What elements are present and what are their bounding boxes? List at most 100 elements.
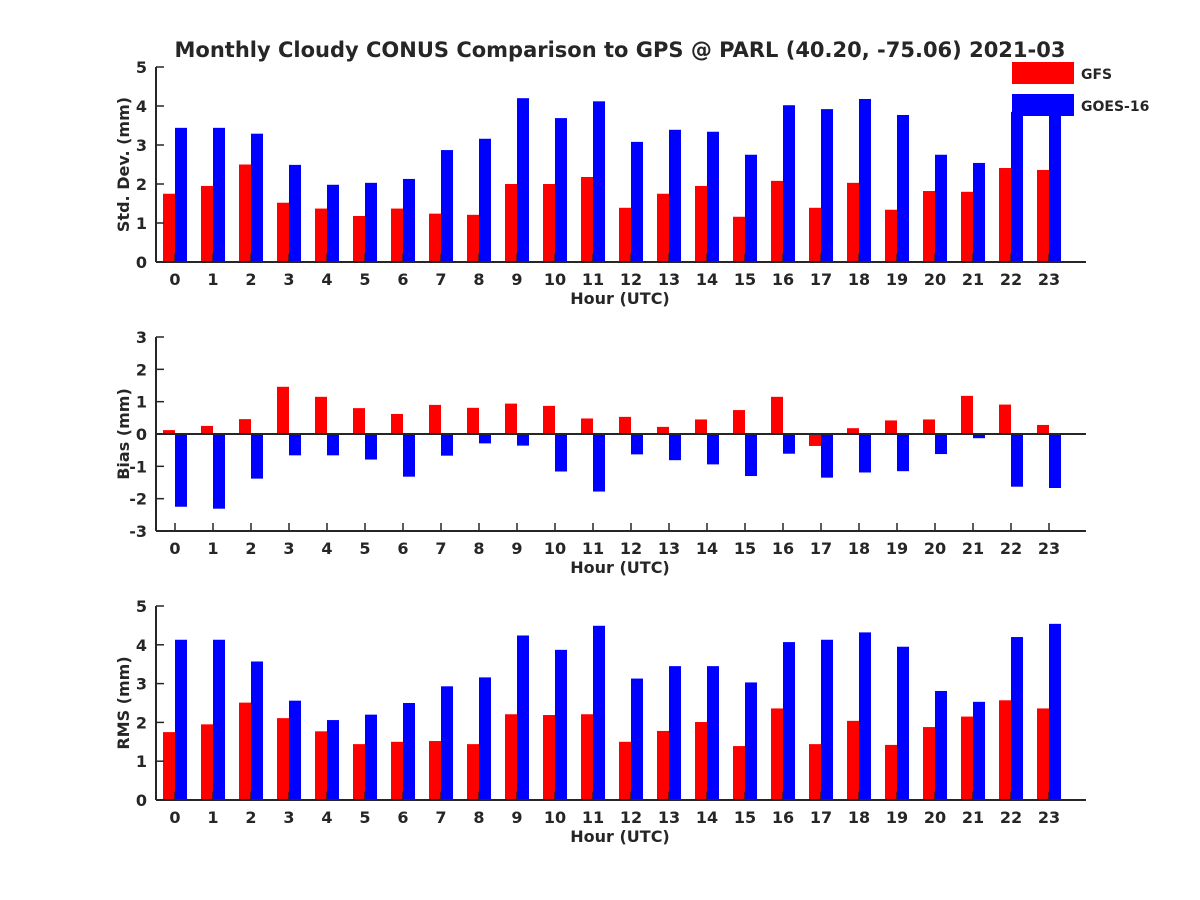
- bar-rms-goes16-13: [669, 666, 681, 800]
- bar-rms-goes16-23: [1049, 623, 1061, 800]
- bar-bias-gfs-23: [1037, 424, 1049, 434]
- bar-bias-gfs-1: [201, 425, 213, 434]
- x-tick-label-stddev: 4: [321, 270, 332, 289]
- x-tick-label-rms: 13: [658, 808, 680, 827]
- bar-bias-goes16-21: [973, 434, 985, 439]
- y-tick-label-stddev: 0: [136, 253, 147, 272]
- bar-rms-gfs-16: [771, 708, 783, 800]
- x-tick-label-stddev: 23: [1038, 270, 1060, 289]
- bar-stddev-goes16-23: [1049, 111, 1061, 262]
- bar-stddev-gfs-18: [847, 182, 859, 262]
- bar-stddev-gfs-10: [543, 184, 555, 262]
- x-tick-label-rms: 8: [473, 808, 484, 827]
- x-tick-label-rms: 11: [582, 808, 604, 827]
- bar-rms-goes16-9: [517, 635, 529, 800]
- bar-bias-gfs-21: [961, 395, 973, 434]
- bar-rms-gfs-17: [809, 744, 821, 800]
- x-tick-label-rms: 7: [435, 808, 446, 827]
- bar-stddev-gfs-12: [619, 207, 631, 262]
- y-tick-label-rms: 4: [136, 636, 147, 655]
- bar-stddev-goes16-4: [327, 184, 339, 262]
- bar-stddev-goes16-8: [479, 138, 491, 262]
- bar-bias-goes16-4: [327, 434, 339, 456]
- bar-stddev-goes16-20: [935, 154, 947, 262]
- x-tick-label-stddev: 11: [582, 270, 604, 289]
- y-tick-label-stddev: 4: [136, 97, 147, 116]
- bar-stddev-goes16-16: [783, 105, 795, 262]
- x-tick-label-stddev: 2: [245, 270, 256, 289]
- bar-rms-goes16-2: [251, 661, 263, 800]
- x-tick-label-rms: 10: [544, 808, 566, 827]
- bar-rms-goes16-12: [631, 678, 643, 800]
- bar-rms-goes16-6: [403, 703, 415, 800]
- x-tick-label-rms: 18: [848, 808, 870, 827]
- x-tick-label-bias: 7: [435, 539, 446, 558]
- bar-stddev-gfs-20: [923, 191, 935, 262]
- legend-label-goes16: GOES-16: [1081, 99, 1149, 115]
- x-tick-label-rms: 3: [283, 808, 294, 827]
- x-tick-label-bias: 18: [848, 539, 870, 558]
- bar-rms-gfs-18: [847, 720, 859, 800]
- bar-rms-gfs-11: [581, 714, 593, 800]
- bar-bias-gfs-22: [999, 404, 1011, 434]
- bar-stddev-gfs-0: [163, 193, 175, 262]
- bar-rms-gfs-20: [923, 727, 935, 800]
- x-tick-label-stddev: 5: [359, 270, 370, 289]
- bar-rms-goes16-14: [707, 666, 719, 800]
- x-tick-label-stddev: 16: [772, 270, 794, 289]
- bar-bias-goes16-6: [403, 434, 415, 477]
- bar-rms-goes16-19: [897, 646, 909, 800]
- y-tick-label-stddev: 3: [136, 136, 147, 155]
- bar-bias-goes16-5: [365, 434, 377, 460]
- x-tick-label-rms: 0: [169, 808, 180, 827]
- bar-rms-goes16-0: [175, 639, 187, 800]
- x-tick-label-stddev: 18: [848, 270, 870, 289]
- bar-bias-goes16-13: [669, 434, 681, 461]
- x-tick-label-bias: 16: [772, 539, 794, 558]
- bar-bias-gfs-12: [619, 416, 631, 434]
- bar-rms-gfs-23: [1037, 708, 1049, 800]
- bar-rms-goes16-4: [327, 720, 339, 800]
- bar-bias-gfs-2: [239, 419, 251, 434]
- bar-bias-goes16-20: [935, 434, 947, 455]
- bar-stddev-goes16-13: [669, 129, 681, 262]
- x-axis-label-bias: Hour (UTC): [570, 558, 670, 577]
- x-tick-label-bias: 3: [283, 539, 294, 558]
- x-tick-label-bias: 4: [321, 539, 332, 558]
- bar-stddev-gfs-19: [885, 209, 897, 262]
- y-tick-label-rms: 1: [136, 752, 147, 771]
- bar-bias-gfs-15: [733, 410, 745, 434]
- x-tick-label-rms: 5: [359, 808, 370, 827]
- bar-stddev-goes16-6: [403, 178, 415, 262]
- x-tick-label-stddev: 8: [473, 270, 484, 289]
- bar-bias-gfs-10: [543, 405, 555, 434]
- x-tick-label-stddev: 21: [962, 270, 984, 289]
- bar-stddev-goes16-19: [897, 114, 909, 262]
- x-tick-label-rms: 20: [924, 808, 946, 827]
- bar-rms-gfs-0: [163, 732, 175, 800]
- bar-stddev-gfs-3: [277, 202, 289, 262]
- bar-bias-gfs-9: [505, 403, 517, 434]
- bar-bias-goes16-22: [1011, 434, 1023, 487]
- bar-stddev-gfs-7: [429, 213, 441, 262]
- bar-rms-goes16-17: [821, 639, 833, 800]
- x-tick-label-bias: 10: [544, 539, 566, 558]
- x-tick-label-bias: 0: [169, 539, 180, 558]
- bar-bias-goes16-2: [251, 434, 263, 479]
- x-tick-label-stddev: 3: [283, 270, 294, 289]
- bar-stddev-gfs-17: [809, 207, 821, 262]
- bar-bias-gfs-19: [885, 420, 897, 434]
- bar-rms-goes16-20: [935, 690, 947, 800]
- bar-bias-gfs-8: [467, 407, 479, 434]
- bar-rms-goes16-11: [593, 625, 605, 800]
- bar-bias-goes16-12: [631, 434, 643, 455]
- bar-bias-goes16-11: [593, 434, 605, 492]
- x-tick-label-rms: 6: [397, 808, 408, 827]
- bar-rms-gfs-12: [619, 741, 631, 800]
- bar-bias-gfs-0: [163, 430, 175, 434]
- x-tick-label-bias: 12: [620, 539, 642, 558]
- bar-bias-goes16-16: [783, 434, 795, 454]
- bar-bias-goes16-1: [213, 434, 225, 509]
